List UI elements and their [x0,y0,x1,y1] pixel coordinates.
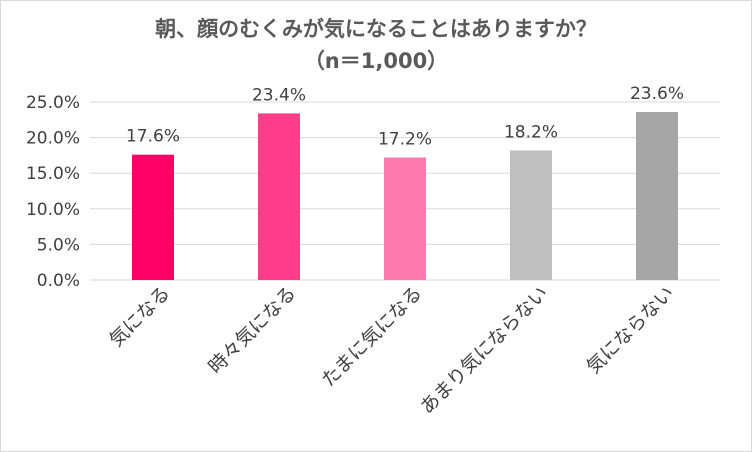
category-label: 気にならない [582,282,678,378]
y-tick-label: 25.0% [26,93,80,113]
bar [510,150,552,280]
chart-subtitle: （n＝1,000） [304,49,448,73]
bar [258,113,300,280]
bar [384,157,426,280]
y-tick-label: 20.0% [26,129,80,149]
data-label: 17.2% [378,130,432,150]
category-label: あまり気にならない [416,282,552,418]
category-label: 時々気になる [204,282,300,378]
category-label: たまに気になる [317,282,426,391]
y-axis-ticks: 0.0% 5.0% 10.0% 15.0% 20.0% 25.0% [26,93,80,291]
y-tick-label: 15.0% [26,164,80,184]
category-label: 気になる [105,282,174,351]
data-label: 23.6% [630,84,684,104]
y-tick-label: 5.0% [37,235,80,255]
y-tick-label: 0.0% [37,271,80,291]
data-label: 23.4% [252,85,306,105]
bars [132,111,678,280]
gridlines [90,101,720,281]
data-labels: 17.6% 23.4% 17.2% 18.2% 23.6% [126,84,684,150]
y-tick-label: 10.0% [26,200,80,220]
bar [132,154,174,280]
data-label: 17.6% [126,127,180,147]
bar [636,111,678,280]
data-label: 18.2% [504,122,558,142]
chart-title: 朝、顔のむくみが気になることはありますか？ [155,17,597,41]
